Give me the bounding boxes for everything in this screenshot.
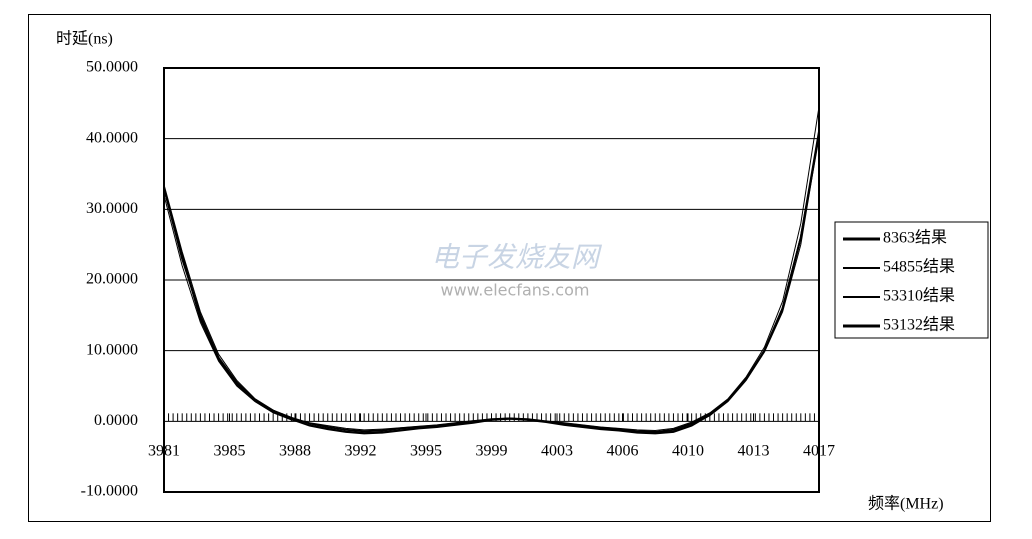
x-tick-label: 3988 xyxy=(279,443,311,460)
y-tick-label: 40.0000 xyxy=(86,129,138,146)
x-tick-label: 4017 xyxy=(803,443,835,460)
legend-label: 53132结果 xyxy=(883,316,955,334)
plot-border xyxy=(163,67,820,493)
x-tick-label: 3985 xyxy=(214,443,246,460)
y-tick-label: 50.0000 xyxy=(86,59,138,76)
x-tick-label: 3981 xyxy=(148,443,180,460)
y-tick-label: -10.0000 xyxy=(81,483,138,500)
x-tick-label: 3995 xyxy=(410,443,442,460)
series-line xyxy=(163,134,820,435)
y-tick-label: 30.0000 xyxy=(86,200,138,217)
watermark: 电子发烧友网 xyxy=(431,242,603,273)
legend-label: 54855结果 xyxy=(883,258,955,276)
legend-label: 53310结果 xyxy=(883,287,955,305)
x-tick-label: 4006 xyxy=(607,443,639,460)
x-axis-title: 频率(MHz) xyxy=(868,495,944,513)
x-tick-label: 3992 xyxy=(345,443,377,460)
x-tick-label: 4013 xyxy=(738,443,770,460)
x-tick-label: 4003 xyxy=(541,443,573,460)
legend-box xyxy=(834,221,989,339)
legend-label: 8363结果 xyxy=(883,229,947,247)
y-axis-title: 时延(ns) xyxy=(56,30,113,48)
frame xyxy=(28,14,991,522)
x-tick-label: 3999 xyxy=(476,443,508,460)
y-tick-label: 10.0000 xyxy=(86,341,138,358)
y-tick-label: 20.0000 xyxy=(86,271,138,288)
y-tick-label: 0.0000 xyxy=(94,412,138,429)
watermark: www.elecfans.com xyxy=(441,281,590,300)
x-tick-label: 4010 xyxy=(672,443,704,460)
